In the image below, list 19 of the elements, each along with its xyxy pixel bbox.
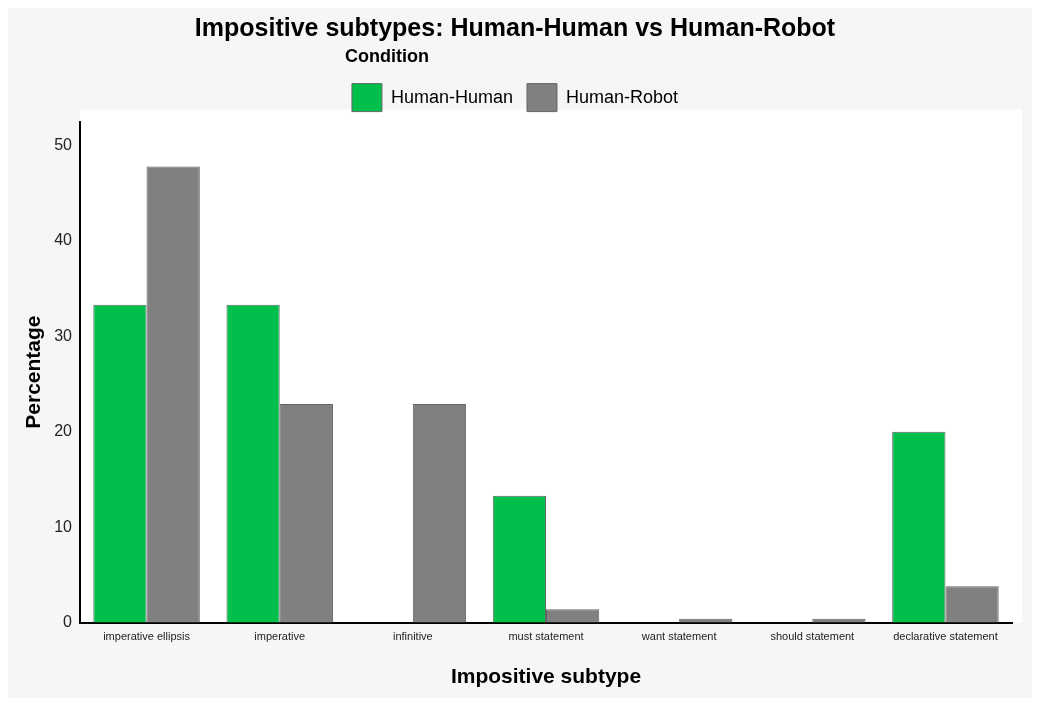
x-tick-label: infinitive — [392, 630, 433, 643]
x-tick-label: declarative statement — [893, 630, 998, 643]
x-tick-label: should statement — [770, 630, 855, 643]
chart-title: Impositive subtypes: Human-Human vs Human-Robot — [194, 12, 836, 41]
y-tick-label: 0 — [63, 613, 73, 631]
y-tick-label: 50 — [54, 135, 73, 153]
legend-label: Human-Robot — [566, 86, 679, 107]
y-tick-label: 10 — [54, 517, 73, 535]
legend-label: Human-Human — [390, 86, 513, 107]
x-tick-label: imperative — [254, 630, 306, 643]
x-axis-title: Impositive subtype — [450, 664, 642, 688]
y-tick-label: 20 — [54, 422, 73, 440]
y-axis-title: Percentage — [21, 315, 45, 429]
legend-title: Condition — [344, 45, 429, 66]
x-tick-label: must statement — [508, 630, 584, 643]
y-tick-label: 30 — [54, 326, 73, 344]
x-tick-label: imperative ellipsis — [103, 630, 191, 643]
x-tick-label: want statement — [640, 630, 717, 643]
y-tick-label: 40 — [54, 231, 73, 249]
